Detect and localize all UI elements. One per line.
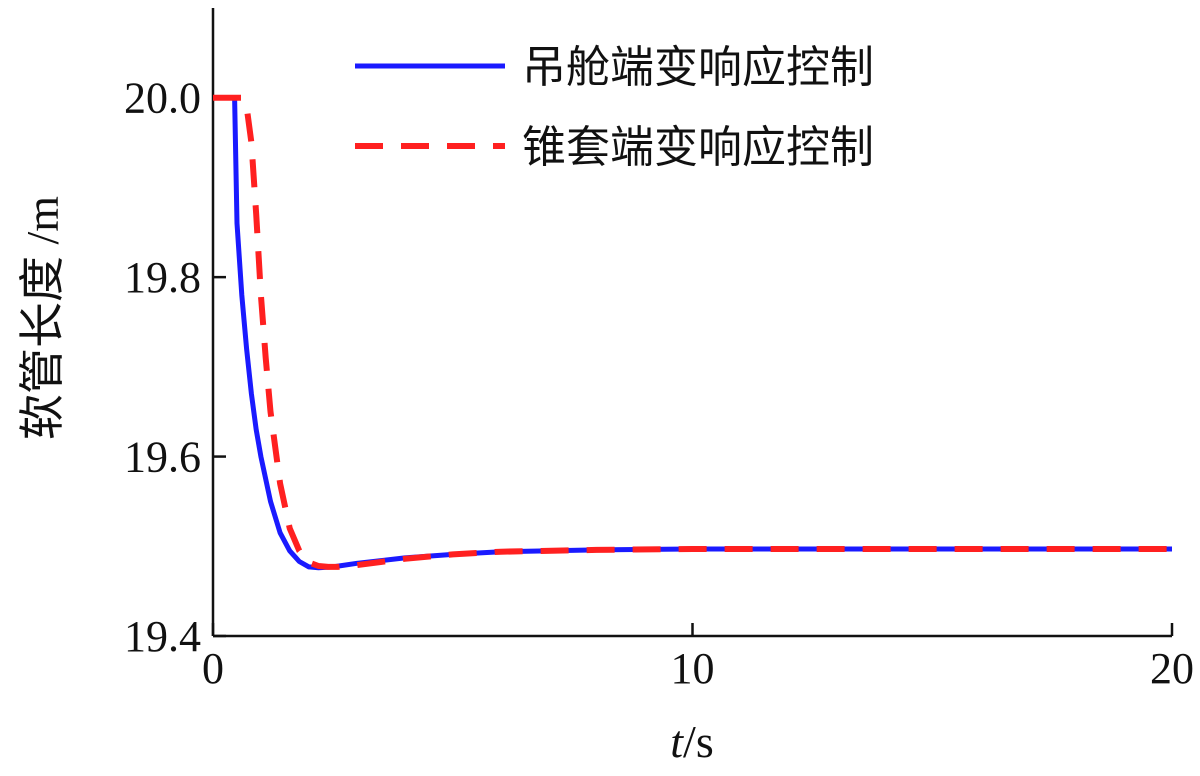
x-tick-label: 0 [202, 644, 224, 693]
legend-label-1: 锥套端变响应控制 [522, 122, 874, 173]
legend: 吊舱端变响应控制 锥套端变响应控制 [355, 42, 874, 173]
y-tick-label: 19.4 [124, 612, 201, 661]
x-tick-label: 10 [671, 644, 715, 693]
y-tick-label: 19.6 [124, 433, 201, 482]
y-tick-label: 19.8 [124, 253, 201, 302]
x-tick-label: 20 [1150, 644, 1194, 693]
x-axis-label: t/s [670, 716, 713, 767]
x-axis-label-var: t [670, 716, 684, 767]
axis-ticks: 19.4 19.6 19.8 20.0 0 10 20 [124, 74, 1194, 693]
series-layer [213, 94, 1172, 571]
y-axis-label: 软管长度 /m [17, 196, 68, 440]
plot-axes [211, 8, 1172, 638]
y-tick-label: 20.0 [124, 74, 201, 123]
series-line-1 [213, 94, 1172, 570]
legend-label-0: 吊舱端变响应控制 [522, 42, 874, 93]
x-axis-label-unit: /s [683, 716, 714, 767]
